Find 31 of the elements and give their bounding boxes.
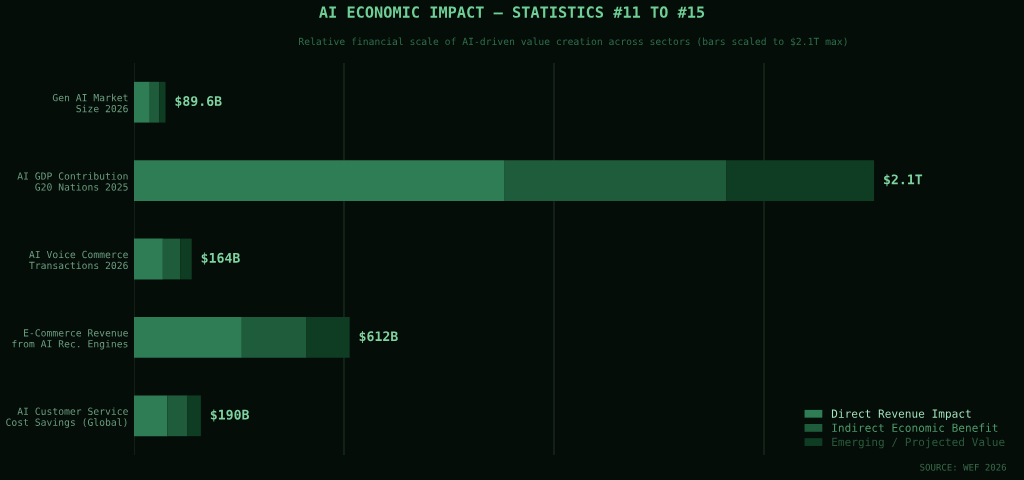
y-tick-label: AI Voice Commerce Transactions 2026 [29, 250, 128, 270]
bar [241, 317, 307, 358]
chart-title: AI ECONOMIC IMPACT — STATISTICS #11 TO #15 [319, 6, 705, 18]
annotation: $612B [359, 331, 398, 343]
bar [134, 317, 242, 358]
bar [134, 238, 163, 280]
bar [149, 81, 160, 123]
y-tick-label: AI Customer Service Cost Savings (Global) [6, 407, 128, 428]
bar [306, 317, 350, 358]
annotation: $164B [201, 252, 240, 265]
bar [726, 160, 875, 201]
bar [180, 238, 192, 280]
bar [162, 238, 181, 280]
y-tick-label: E-Commerce Revenue from AI Rec. Engines [12, 329, 128, 350]
bar [187, 395, 201, 437]
annotation: $2.1T [884, 174, 923, 187]
bar [159, 81, 166, 123]
bar [134, 81, 150, 123]
chart-subtitle: Relative financial scale of AI-driven value creation across sectors (bars scaled to $2.1T max) [299, 37, 847, 47]
bar [134, 160, 505, 201]
y-tick-label: AI GDP Contribution G20 Nations 2025 [17, 172, 128, 191]
legend-label: Indirect Economic Benefit [832, 423, 998, 432]
bar [167, 395, 188, 437]
annotation: $89.6B [175, 95, 222, 108]
legend-label: Direct Revenue Impact [831, 409, 971, 420]
source-note: SOURCE: WEF 2026 [920, 463, 1007, 471]
bar [134, 395, 168, 437]
bar [504, 160, 727, 201]
annotation: $190B [210, 409, 250, 422]
y-tick-label: Gen AI Market Size 2026 [52, 93, 128, 113]
legend-label: Emerging / Projected Value [832, 437, 1005, 449]
